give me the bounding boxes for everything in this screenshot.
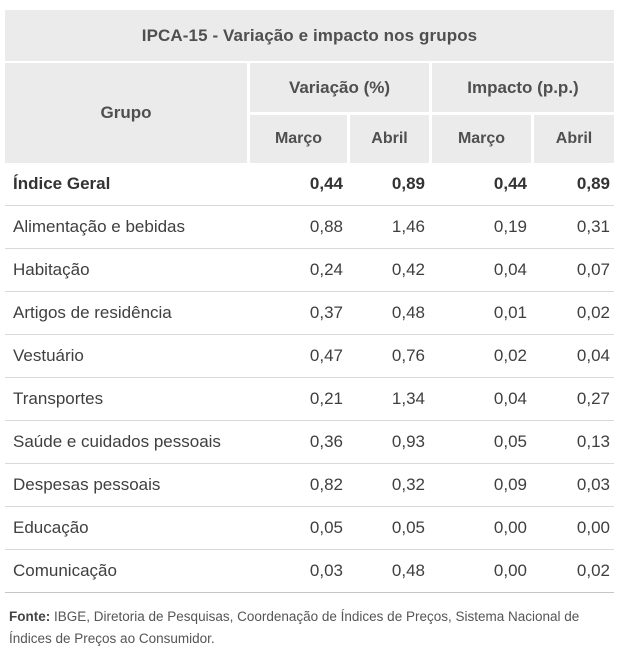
row-value: 0,01 xyxy=(493,303,527,322)
row-label: Índice Geral xyxy=(13,174,111,193)
row-value: 0,24 xyxy=(309,260,343,279)
column-group-variacao: Variação (%) xyxy=(250,63,429,112)
row-value: 0,03 xyxy=(309,561,343,580)
data-table: IPCA-15 - Variação e impacto nos grupos … xyxy=(5,10,614,650)
table-header: Grupo Variação (%) Impacto (p.p.) Março … xyxy=(5,63,614,163)
row-value: 0,04 xyxy=(493,260,527,279)
table-row: Comunicação 0,03 0,48 0,00 0,02 xyxy=(5,550,614,593)
row-value: 0,02 xyxy=(493,346,527,365)
row-value: 0,36 xyxy=(309,432,343,451)
table-title: IPCA-15 - Variação e impacto nos grupos xyxy=(5,10,614,61)
row-value: 0,13 xyxy=(576,432,610,451)
row-label: Comunicação xyxy=(13,561,117,580)
row-value: 0,37 xyxy=(309,303,343,322)
row-value: 0,82 xyxy=(309,475,343,494)
row-value: 0,32 xyxy=(391,475,425,494)
column-group-impacto: Impacto (p.p.) xyxy=(432,63,614,112)
column-header-impacto-abril: Abril xyxy=(534,115,614,163)
row-value: 0,04 xyxy=(576,346,610,365)
row-label: Habitação xyxy=(13,260,90,279)
row-label: Alimentação e bebidas xyxy=(13,217,186,236)
source-text: IBGE, Diretoria de Pesquisas, Coordenaçã… xyxy=(9,609,580,646)
row-value: 0,44 xyxy=(493,174,527,193)
row-value: 0,05 xyxy=(391,518,425,537)
table-row: Saúde e cuidados pessoais 0,36 0,93 0,05 0,1… xyxy=(5,421,614,464)
table-row: Despesas pessoais 0,82 0,32 0,09 0,03 xyxy=(5,464,614,507)
row-value: 0,19 xyxy=(493,217,527,236)
row-value: 0,05 xyxy=(493,432,527,451)
column-header-impacto-marco: Março xyxy=(432,115,531,163)
row-value: 0,21 xyxy=(309,389,343,408)
row-value: 0,93 xyxy=(391,432,425,451)
row-label: Saúde e cuidados pessoais xyxy=(13,432,221,451)
row-value: 1,46 xyxy=(391,217,425,236)
table-row: Artigos de residência 0,37 0,48 0,01 0,02 xyxy=(5,292,614,335)
row-value: 0,07 xyxy=(576,260,610,279)
row-label: Despesas pessoais xyxy=(13,475,161,494)
row-label: Vestuário xyxy=(13,346,84,365)
column-header-variacao-abril: Abril xyxy=(350,115,429,163)
row-value: 0,48 xyxy=(391,561,425,580)
table-body: Índice Geral 0,44 0,89 0,44 0,89 Alimentação … xyxy=(5,163,614,593)
row-value: 0,05 xyxy=(309,518,343,537)
table-row: Alimentação e bebidas 0,88 1,46 0,19 0,31 xyxy=(5,206,614,249)
column-header-grupo: Grupo xyxy=(5,63,247,163)
row-value: 0,44 xyxy=(309,174,343,193)
row-label: Educação xyxy=(13,518,89,537)
row-value: 0,88 xyxy=(309,217,343,236)
row-value: 0,00 xyxy=(493,561,527,580)
row-value: 0,00 xyxy=(576,518,610,537)
row-value: 0,76 xyxy=(391,346,425,365)
row-value: 0,89 xyxy=(576,174,610,193)
row-value: 0,02 xyxy=(576,561,610,580)
row-value: 0,31 xyxy=(576,217,610,236)
row-label: Transportes xyxy=(13,389,104,408)
row-value: 0,42 xyxy=(391,260,425,279)
table-row: Vestuário 0,47 0,76 0,02 0,04 xyxy=(5,335,614,378)
column-header-variacao-marco: Março xyxy=(250,115,347,163)
source-label: Fonte: xyxy=(9,609,51,624)
row-value: 0,09 xyxy=(493,475,527,494)
table-row: Índice Geral 0,44 0,89 0,44 0,89 xyxy=(5,163,614,206)
table-row: Habitação 0,24 0,42 0,04 0,07 xyxy=(5,249,614,292)
row-value: 0,89 xyxy=(391,174,425,193)
row-value: 0,02 xyxy=(576,303,610,322)
row-value: 0,48 xyxy=(391,303,425,322)
row-value: 0,47 xyxy=(309,346,343,365)
row-value: 1,34 xyxy=(391,389,425,408)
row-value: 0,27 xyxy=(576,389,610,408)
table-row: Educação 0,05 0,05 0,00 0,00 xyxy=(5,507,614,550)
row-value: 0,03 xyxy=(576,475,610,494)
row-label: Artigos de residência xyxy=(13,303,172,322)
row-value: 0,04 xyxy=(493,389,527,408)
table-row: Transportes 0,21 1,34 0,04 0,27 xyxy=(5,378,614,421)
row-value: 0,00 xyxy=(493,518,527,537)
source-note: Fonte: IBGE, Diretoria de Pesquisas, Coo… xyxy=(5,593,607,650)
